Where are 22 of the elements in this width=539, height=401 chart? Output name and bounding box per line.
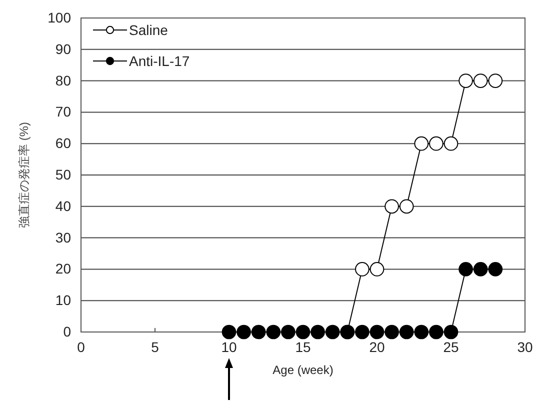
legend-label: Anti-IL-17: [129, 53, 190, 69]
x-axis-title: Age (week): [272, 363, 334, 377]
x-tick-label: 30: [517, 338, 533, 355]
y-tick-label: 0: [63, 323, 72, 340]
y-tick-label: 10: [55, 292, 72, 308]
y-tick-label: 20: [55, 260, 72, 277]
y-tick-label: 40: [55, 198, 72, 214]
x-tick-label: 20: [369, 338, 385, 355]
y-tick-label: 30: [55, 229, 72, 246]
y-tick-label: 50: [55, 166, 72, 182]
x-tick-label: 25: [443, 338, 459, 355]
y-tick-label: 90: [55, 40, 72, 57]
y-tick-label: 80: [55, 72, 72, 88]
x-tick-label: 10: [221, 338, 237, 355]
x-tick-label: 5: [151, 338, 160, 355]
y-tick-label: 70: [55, 104, 72, 120]
y-tick-label: 100: [48, 9, 72, 26]
y-tick-label: 60: [55, 135, 72, 152]
x-tick-label: 0: [77, 338, 86, 355]
x-tick-label: 15: [295, 338, 311, 355]
legend-label: Saline: [129, 22, 168, 38]
y-axis-title: 強直症の発症率 (%): [17, 122, 31, 228]
